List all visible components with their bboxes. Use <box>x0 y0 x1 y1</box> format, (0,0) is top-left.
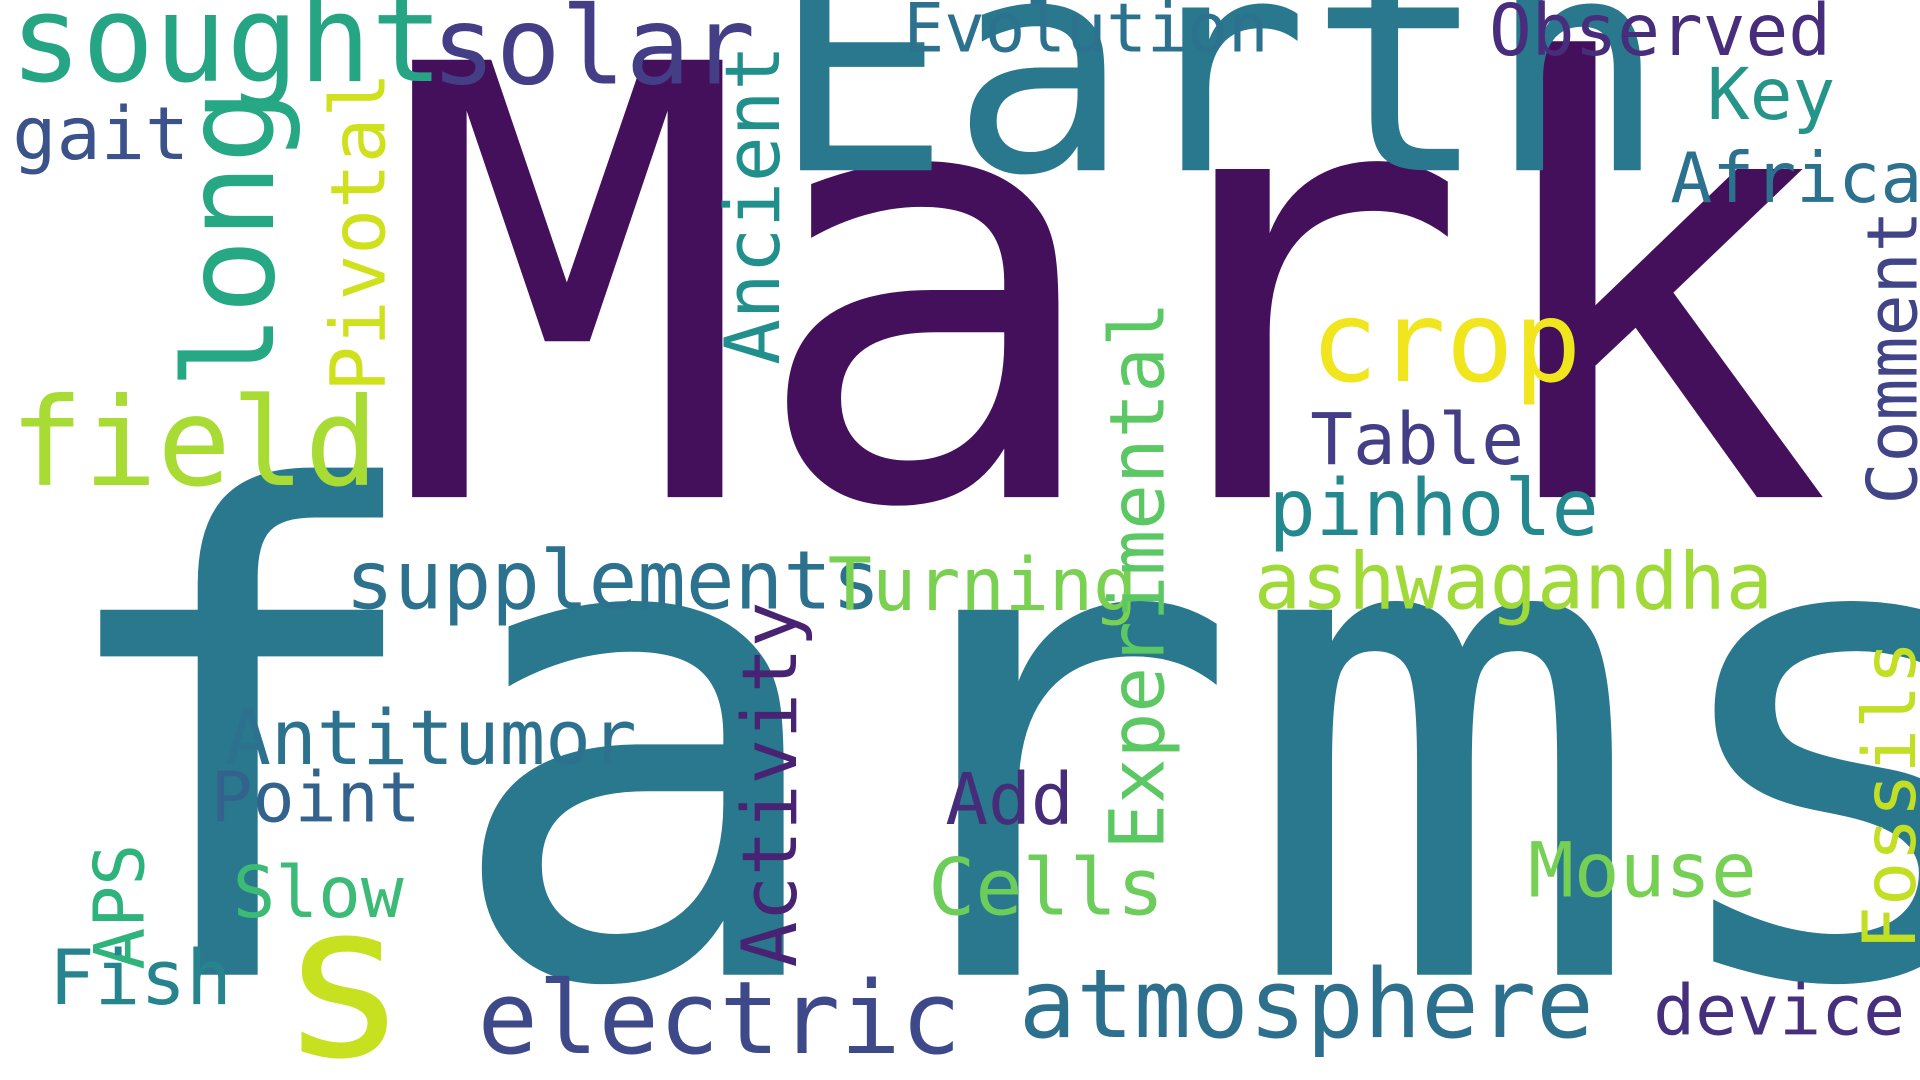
word-turning: Turning <box>827 542 1138 629</box>
word-pinhole: pinhole <box>1268 464 1599 555</box>
word-point: Point <box>210 757 421 839</box>
word-cells: Cells <box>928 843 1165 935</box>
word-supplements: supplements <box>345 533 881 629</box>
word-sought: sought <box>9 0 444 111</box>
word-africa: Africa <box>1670 138 1920 220</box>
word-fossils: Fossils <box>1847 640 1920 951</box>
word-earth: Earth <box>771 0 1668 242</box>
word-antitumor: Antitumor <box>225 693 637 783</box>
word-activity: Activity <box>724 601 815 968</box>
word-ancient: Ancient <box>707 44 798 365</box>
word-key: Key <box>1706 52 1836 136</box>
word-experimental: Experimental <box>1092 301 1182 850</box>
word-gait: gait <box>12 91 190 178</box>
word-mark: Mark <box>386 0 1832 640</box>
word-device: device <box>1653 971 1906 1052</box>
word-table: Table <box>1310 397 1525 482</box>
word-field: field <box>9 371 379 515</box>
word-long: long <box>157 88 304 390</box>
word-crop: crop <box>1310 276 1582 408</box>
word-evolution: Evolution <box>903 0 1269 68</box>
word-solar: solar <box>431 0 756 109</box>
word-electric: electric <box>477 961 962 1078</box>
word-comment: Comment <box>1852 210 1920 505</box>
word-s: s <box>279 858 409 1080</box>
word-pivotal: Pivotal <box>313 71 403 392</box>
word-mouse: Mouse <box>1528 825 1757 915</box>
word-farms: farms <box>36 355 1920 1080</box>
word-fish: Fish <box>48 933 232 1023</box>
word-atmosphere: atmosphere <box>1018 950 1594 1061</box>
word-slow: Slow <box>232 851 404 935</box>
word-add: Add <box>945 757 1074 842</box>
word-observed: Observed <box>1488 0 1832 73</box>
word-ashwagandha: ashwagandha <box>1253 537 1773 629</box>
